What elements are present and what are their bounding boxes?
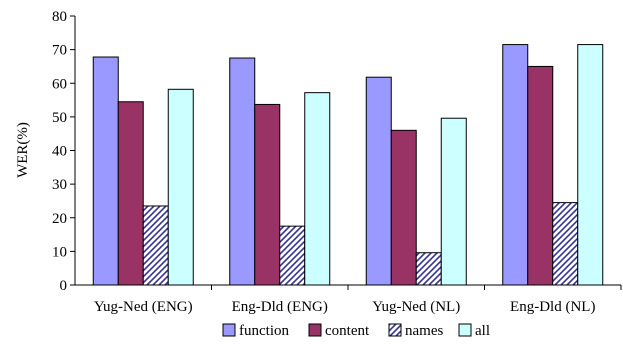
x-tick-label: Eng-Dld (ENG): [232, 299, 328, 315]
bar-function: [229, 57, 256, 286]
bar-content: [390, 129, 417, 286]
y-tick-label: 60: [52, 76, 67, 92]
y-tick-label: 40: [52, 144, 67, 160]
bar-all: [304, 92, 331, 286]
legend-label-all: all: [475, 323, 490, 339]
y-tick-label: 10: [52, 244, 67, 260]
legend-label-names: names: [405, 323, 443, 339]
plot-area: [92, 44, 604, 286]
bar-all: [577, 44, 604, 286]
y-tick-label: 70: [52, 43, 67, 59]
bar-all: [440, 117, 467, 286]
y-axis-label: WER(%): [15, 122, 31, 178]
x-tick-label: Yug-Ned (NL): [372, 299, 460, 315]
y-tick-label: 20: [52, 211, 67, 227]
bar-content: [117, 101, 144, 286]
legend: function content names all: [222, 323, 490, 339]
legend-label-content: content: [325, 323, 370, 339]
x-tick-label: Yug-Ned (ENG): [94, 299, 193, 315]
bar-names: [415, 252, 442, 286]
x-tick-label: Eng-Dld (NL): [510, 299, 595, 315]
legend-swatch-names: [388, 323, 402, 337]
bar-function: [502, 44, 529, 286]
y-axis: 0 10 20 30 40 50 60 70 80: [52, 9, 76, 294]
y-tick-label: 80: [52, 9, 67, 25]
bar-names: [279, 225, 306, 286]
y-tick-label: 30: [52, 177, 67, 193]
bar-function: [365, 76, 392, 286]
bar-content: [254, 103, 281, 286]
legend-label-function: function: [239, 323, 289, 339]
x-axis: Yug-Ned (ENG) Eng-Dld (ENG) Yug-Ned (NL) En…: [75, 284, 622, 315]
legend-swatch-function: [222, 323, 236, 337]
bar-function: [92, 56, 119, 286]
bar-all: [167, 88, 194, 286]
bar-names: [142, 205, 169, 286]
bar-names: [552, 202, 579, 286]
y-tick-label: 0: [60, 278, 68, 294]
legend-swatch-content: [308, 323, 322, 337]
bar-content: [527, 65, 554, 286]
legend-swatch-all: [458, 323, 472, 337]
y-tick-label: 50: [52, 110, 67, 126]
